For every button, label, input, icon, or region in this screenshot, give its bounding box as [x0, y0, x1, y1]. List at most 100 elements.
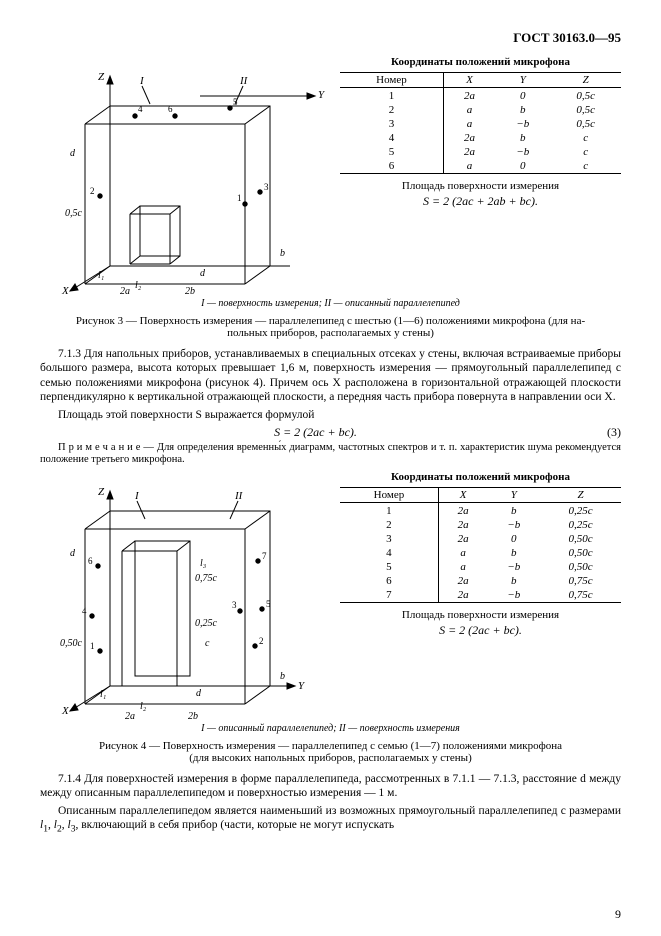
table-cell: a — [443, 159, 495, 174]
table-cell: 5 — [340, 560, 438, 574]
para-714b: Описанным параллелепипедом является наим… — [40, 804, 621, 836]
page: ГОСТ 30163.0—95 Z X Y — [0, 0, 661, 936]
table-cell: 1 — [340, 503, 438, 519]
svg-text:Z: Z — [98, 486, 105, 498]
table-cell: 0,50c — [540, 532, 621, 546]
table1-h3: Z — [550, 73, 621, 88]
svg-text:6: 6 — [88, 556, 93, 566]
table-cell: 0 — [495, 88, 550, 104]
svg-text:c: c — [205, 638, 210, 649]
table-cell: b — [487, 546, 540, 560]
figure4-caption-l2: (для высоких напольных приборов, распола… — [189, 752, 472, 764]
svg-text:2: 2 — [259, 636, 264, 646]
table-cell: a — [438, 546, 487, 560]
table-cell: 2 — [340, 518, 438, 532]
svg-text:2a: 2a — [125, 711, 135, 721]
svg-text:7: 7 — [262, 551, 267, 561]
svg-text:d: d — [196, 688, 202, 699]
table2-block: Координаты положений микрофона Номер X Y… — [340, 471, 621, 638]
table1-h0: Номер — [340, 73, 443, 88]
document-header: ГОСТ 30163.0—95 — [40, 30, 621, 46]
table1-h1: X — [443, 73, 495, 88]
table-cell: c — [550, 159, 621, 174]
table1-block: Координаты положений микрофона Номер X Y… — [340, 56, 621, 209]
table1-formula: S = 2 (2ac + 2ab + bc). — [340, 194, 621, 209]
svg-text:1: 1 — [90, 641, 95, 651]
table2-area-caption: Площадь поверхности измерения — [340, 609, 621, 621]
svg-text:l₁: l₁ — [98, 270, 104, 281]
svg-text:d: d — [70, 148, 76, 159]
table-cell: 2a — [443, 88, 495, 104]
svg-text:0,5c: 0,5c — [65, 208, 83, 219]
table-cell: −b — [487, 518, 540, 532]
table1-title: Координаты положений микрофона — [340, 56, 621, 68]
svg-text:II: II — [234, 490, 244, 502]
para-714a: 7.1.4 Для поверхностей измерения в форме… — [40, 772, 621, 801]
figure3-svg: Z X Y — [40, 56, 330, 296]
svg-text:5: 5 — [266, 599, 271, 609]
table-cell: 0,25c — [540, 503, 621, 519]
svg-text:Y: Y — [318, 89, 326, 101]
formula3-line: S = 2 (2ac + bc). (3) — [40, 425, 621, 440]
table-cell: b — [487, 574, 540, 588]
svg-text:X: X — [61, 705, 70, 717]
table-cell: 6 — [340, 574, 438, 588]
table-cell: 2a — [438, 574, 487, 588]
table2-h1: X — [438, 488, 487, 503]
table-cell: 3 — [340, 117, 443, 131]
svg-text:I: I — [134, 490, 140, 502]
svg-text:0,25c: 0,25c — [195, 618, 218, 629]
table-cell: a — [438, 560, 487, 574]
table-cell: a — [443, 117, 495, 131]
table-cell: b — [495, 131, 550, 145]
figure4-svg: Z X Y — [40, 471, 330, 721]
table-cell: 2a — [438, 532, 487, 546]
table-cell: a — [443, 103, 495, 117]
svg-text:X: X — [61, 285, 70, 296]
note: П р и м е ч а н и е — Для определения вр… — [40, 442, 621, 467]
table-cell: b — [495, 103, 550, 117]
svg-text:2b: 2b — [185, 286, 195, 296]
svg-text:b: b — [280, 671, 285, 682]
table-cell: 0,50c — [540, 560, 621, 574]
svg-text:d: d — [70, 548, 76, 559]
table-cell: 0 — [495, 159, 550, 174]
table-cell: 2 — [340, 103, 443, 117]
table2-h2: Y — [487, 488, 540, 503]
figure3-legend: I — поверхность измерения; II — описанны… — [40, 298, 621, 309]
table-cell: 2a — [443, 145, 495, 159]
figure4-caption: Рисунок 4 — Поверхность измерения — пара… — [40, 740, 621, 764]
table-cell: 0,50c — [540, 546, 621, 560]
svg-text:4: 4 — [138, 104, 143, 114]
table1-area-caption: Площадь поверхности измерения — [340, 180, 621, 192]
table-cell: −b — [487, 560, 540, 574]
table-cell: 0,5c — [550, 117, 621, 131]
table-cell: −b — [487, 588, 540, 603]
table-cell: 2a — [438, 503, 487, 519]
formula3-num: (3) — [591, 425, 621, 440]
table-cell: 0,75c — [540, 588, 621, 603]
svg-text:4: 4 — [82, 606, 87, 616]
figure4-diagram: Z X Y — [40, 471, 330, 721]
svg-text:l₂: l₂ — [135, 280, 142, 291]
table-cell: 0,25c — [540, 518, 621, 532]
formula3: S = 2 (2ac + bc). — [40, 425, 591, 440]
table-cell: 2a — [438, 518, 487, 532]
table-cell: c — [550, 131, 621, 145]
table2-formula: S = 2 (2ac + bc). — [340, 623, 621, 638]
figure4-row: Z X Y — [40, 471, 621, 721]
svg-text:3: 3 — [264, 182, 269, 192]
table-cell: 2a — [443, 131, 495, 145]
svg-text:0,50c: 0,50c — [60, 638, 83, 649]
svg-text:Z: Z — [98, 71, 105, 83]
table2-h0: Номер — [340, 488, 438, 503]
table-cell: 4 — [340, 546, 438, 560]
table1-h2: Y — [495, 73, 550, 88]
figure3-caption: Рисунок 3 — Поверхность измерения — пара… — [40, 315, 621, 339]
figure3-diagram: Z X Y — [40, 56, 330, 296]
svg-text:3: 3 — [232, 600, 237, 610]
page-number: 9 — [615, 907, 621, 922]
table2: Номер X Y Z 12ab0,25c22a−b0,25c32a00,50c… — [340, 487, 621, 603]
svg-text:I: I — [139, 75, 145, 87]
svg-text:II: II — [239, 75, 249, 87]
